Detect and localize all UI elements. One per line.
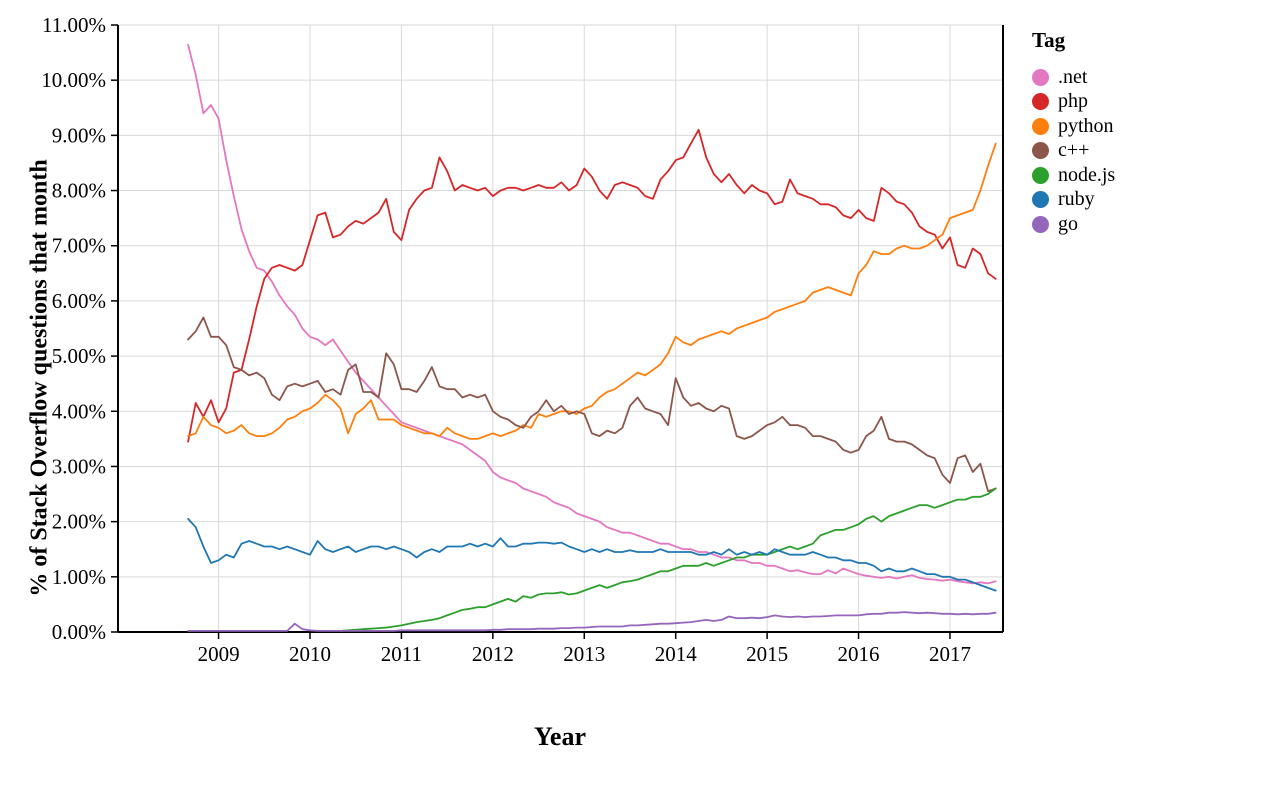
y-tick-label: 11.00% (42, 13, 106, 37)
x-tick-label: 2010 (289, 642, 331, 666)
x-tick-label: 2017 (929, 642, 971, 666)
x-tick-label: 2015 (746, 642, 788, 666)
legend-title: Tag (1032, 28, 1066, 52)
x-tick-label: 2009 (198, 642, 240, 666)
y-tick-label: 9.00% (52, 123, 106, 147)
y-tick-label: 5.00% (52, 344, 106, 368)
y-tick-label: 7.00% (52, 234, 106, 258)
legend-item: python (1032, 114, 1115, 139)
y-tick-label: 2.00% (52, 510, 106, 534)
series-line-php (187, 128, 997, 443)
legend-swatch-icon (1032, 191, 1049, 209)
x-tick-label: 2016 (838, 642, 880, 666)
x-tick-label: 2013 (563, 642, 605, 666)
legend-item: go (1032, 212, 1115, 237)
legend-item: .net (1032, 65, 1115, 90)
legend-item: node.js (1032, 163, 1115, 188)
legend-items: .net php python c++ node.js ruby go (1032, 65, 1115, 237)
y-tick-label: 6.00% (52, 289, 106, 313)
legend-label: go (1058, 212, 1078, 235)
legend-label: ruby (1058, 188, 1095, 211)
legend-item: php (1032, 90, 1115, 115)
y-tick-label: 8.00% (52, 179, 106, 203)
y-axis-title: % of Stack Overflow questions that month (26, 159, 53, 597)
x-tick-label: 2011 (381, 642, 422, 666)
legend-item: c++ (1032, 139, 1115, 164)
legend-label: c++ (1058, 139, 1090, 162)
series-line-go (187, 611, 997, 632)
legend-swatch-icon (1032, 117, 1049, 135)
legend: Tag .net php python c++ node.js ruby go (1032, 28, 1115, 237)
legend-swatch-icon (1032, 166, 1049, 184)
legend-item: ruby (1032, 188, 1115, 213)
legend-label: node.js (1058, 163, 1116, 186)
x-tick-label: 2014 (655, 642, 698, 666)
legend-swatch-icon (1032, 142, 1049, 160)
y-tick-label: 4.00% (52, 399, 106, 423)
series-line-.net (187, 44, 997, 585)
y-tick-label: 10.00% (41, 68, 106, 92)
legend-swatch-icon (1032, 68, 1049, 86)
legend-swatch-icon (1032, 215, 1049, 233)
legend-label: php (1058, 90, 1088, 113)
y-tick-label: 0.00% (52, 620, 106, 644)
series-line-ruby (187, 518, 997, 592)
series-line-python (187, 142, 997, 440)
x-tick-label: 2012 (472, 642, 514, 666)
y-tick-label: 3.00% (52, 454, 106, 478)
series-line-c++ (187, 316, 997, 493)
legend-label: .net (1058, 65, 1088, 88)
y-tick-label: 1.00% (52, 565, 106, 589)
x-axis-title: Year (534, 722, 586, 751)
legend-label: python (1058, 114, 1114, 137)
legend-swatch-icon (1032, 93, 1049, 111)
series-line-node.js (339, 487, 997, 632)
